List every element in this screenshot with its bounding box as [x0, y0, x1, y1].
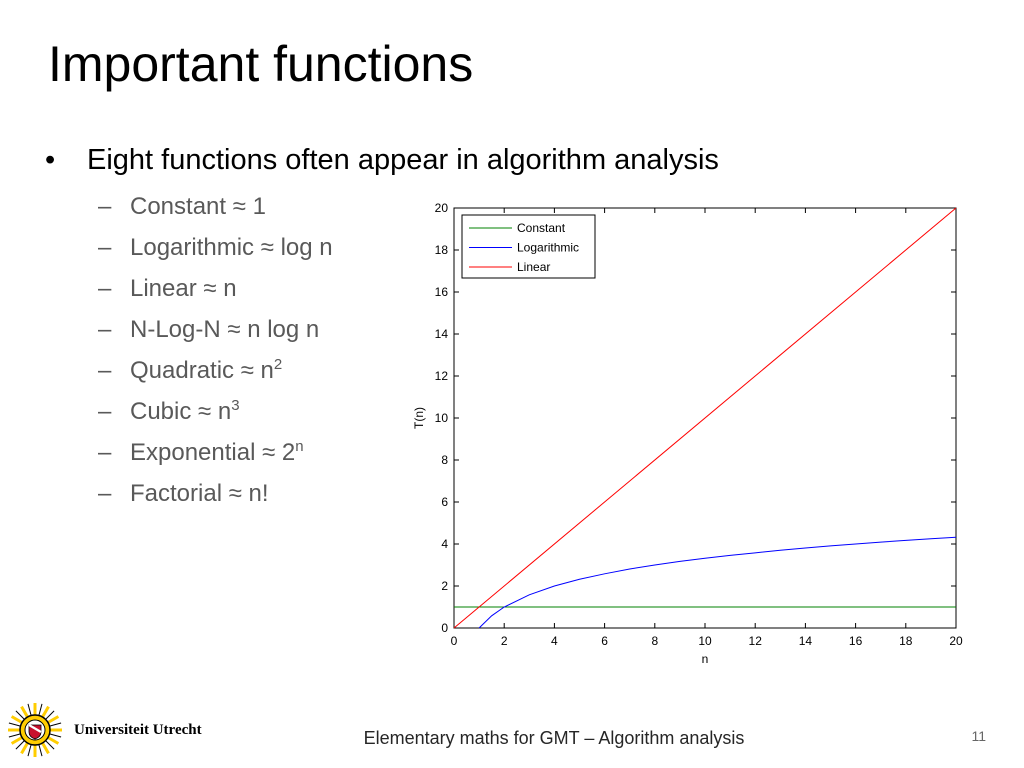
x-tick-label: 10 — [698, 634, 712, 648]
list-item: – Factorial ≈ n! — [98, 473, 333, 514]
y-tick-label: 10 — [435, 411, 449, 425]
dash-symbol: – — [98, 439, 112, 466]
list-item: – Linear ≈ n — [98, 268, 333, 309]
list-item: – Logarithmic ≈ log n — [98, 227, 333, 268]
footer-text: Elementary maths for GMT – Algorithm ana… — [363, 728, 745, 748]
y-tick-label: 16 — [435, 285, 449, 299]
page-number: 11 — [971, 728, 986, 744]
series-line-linear — [453, 207, 957, 629]
x-tick-label: 12 — [749, 634, 763, 648]
university-logo: Universiteit Utrecht — [6, 701, 202, 759]
sun-seal-icon — [8, 703, 62, 757]
item-label: Exponential ≈ 2 — [130, 439, 296, 466]
x-axis-label: n — [702, 652, 709, 666]
dash-symbol: – — [98, 398, 112, 425]
x-tick-label: 20 — [949, 634, 963, 648]
y-tick-label: 8 — [441, 453, 448, 467]
dash-symbol: – — [98, 275, 112, 302]
x-tick-label: 18 — [899, 634, 913, 648]
item-sup: 3 — [231, 397, 240, 414]
y-axis-label: T(n) — [412, 407, 426, 429]
main-bullet: • Eight functions often appear in algorit… — [45, 140, 719, 180]
legend-entry: Constant — [517, 221, 566, 235]
item-sup: 2 — [273, 356, 283, 373]
y-tick-label: 6 — [441, 495, 448, 509]
x-tick-label: 16 — [849, 634, 863, 648]
y-tick-label: 0 — [441, 621, 448, 635]
list-item: – Constant ≈ 1 — [98, 186, 333, 227]
item-label: Cubic ≈ n — [130, 398, 232, 425]
dash-symbol: – — [98, 480, 112, 507]
list-item: – N-Log-N ≈ n log n — [98, 309, 333, 350]
series-line-logarithmic — [478, 536, 957, 629]
legend-entry: Logarithmic — [517, 241, 579, 255]
item-sup: n — [295, 438, 304, 455]
x-tick-label: 6 — [601, 634, 608, 648]
list-item: – Quadratic ≈ n2 — [98, 350, 333, 391]
function-growth-chart: 0 2 4 6 8 10 12 14 16 18 20 0 2 4 6 8 10 12 14 16 18 20 n T(n) C… — [412, 201, 963, 666]
item-label: Quadratic ≈ n — [130, 357, 274, 384]
y-tick-label: 4 — [441, 537, 448, 551]
y-tick-label: 14 — [435, 327, 449, 341]
dash-symbol: – — [98, 193, 112, 220]
x-tick-label: 0 — [451, 634, 458, 648]
list-item: – Exponential ≈ 2n — [98, 432, 333, 473]
dash-symbol: – — [98, 234, 112, 261]
item-label: Logarithmic ≈ log n — [130, 234, 333, 261]
x-tick-label: 8 — [651, 634, 658, 648]
y-tick-label: 12 — [435, 369, 449, 383]
x-tick-label: 14 — [799, 634, 813, 648]
y-tick-label: 18 — [435, 243, 449, 257]
dash-symbol: – — [98, 357, 112, 384]
function-list: – Constant ≈ 1 – Logarithmic ≈ log n – Line… — [98, 186, 333, 514]
y-tick-label: 2 — [441, 579, 448, 593]
item-label: Linear ≈ n — [130, 275, 237, 302]
slide-title: Important functions — [48, 36, 474, 92]
legend-entry: Linear — [517, 260, 550, 274]
x-tick-label: 2 — [501, 634, 508, 648]
university-name: Universiteit Utrecht — [74, 721, 202, 738]
item-label: Factorial ≈ n! — [130, 480, 269, 507]
main-bullet-text: Eight functions often appear in algorith… — [87, 144, 719, 176]
bullet-symbol: • — [45, 144, 56, 176]
y-tick-label: 20 — [435, 201, 449, 215]
x-tick-label: 4 — [551, 634, 558, 648]
list-item: – Cubic ≈ n3 — [98, 391, 333, 432]
item-label: Constant ≈ 1 — [130, 193, 266, 220]
item-label: N-Log-N ≈ n log n — [130, 316, 320, 343]
dash-symbol: – — [98, 316, 112, 343]
